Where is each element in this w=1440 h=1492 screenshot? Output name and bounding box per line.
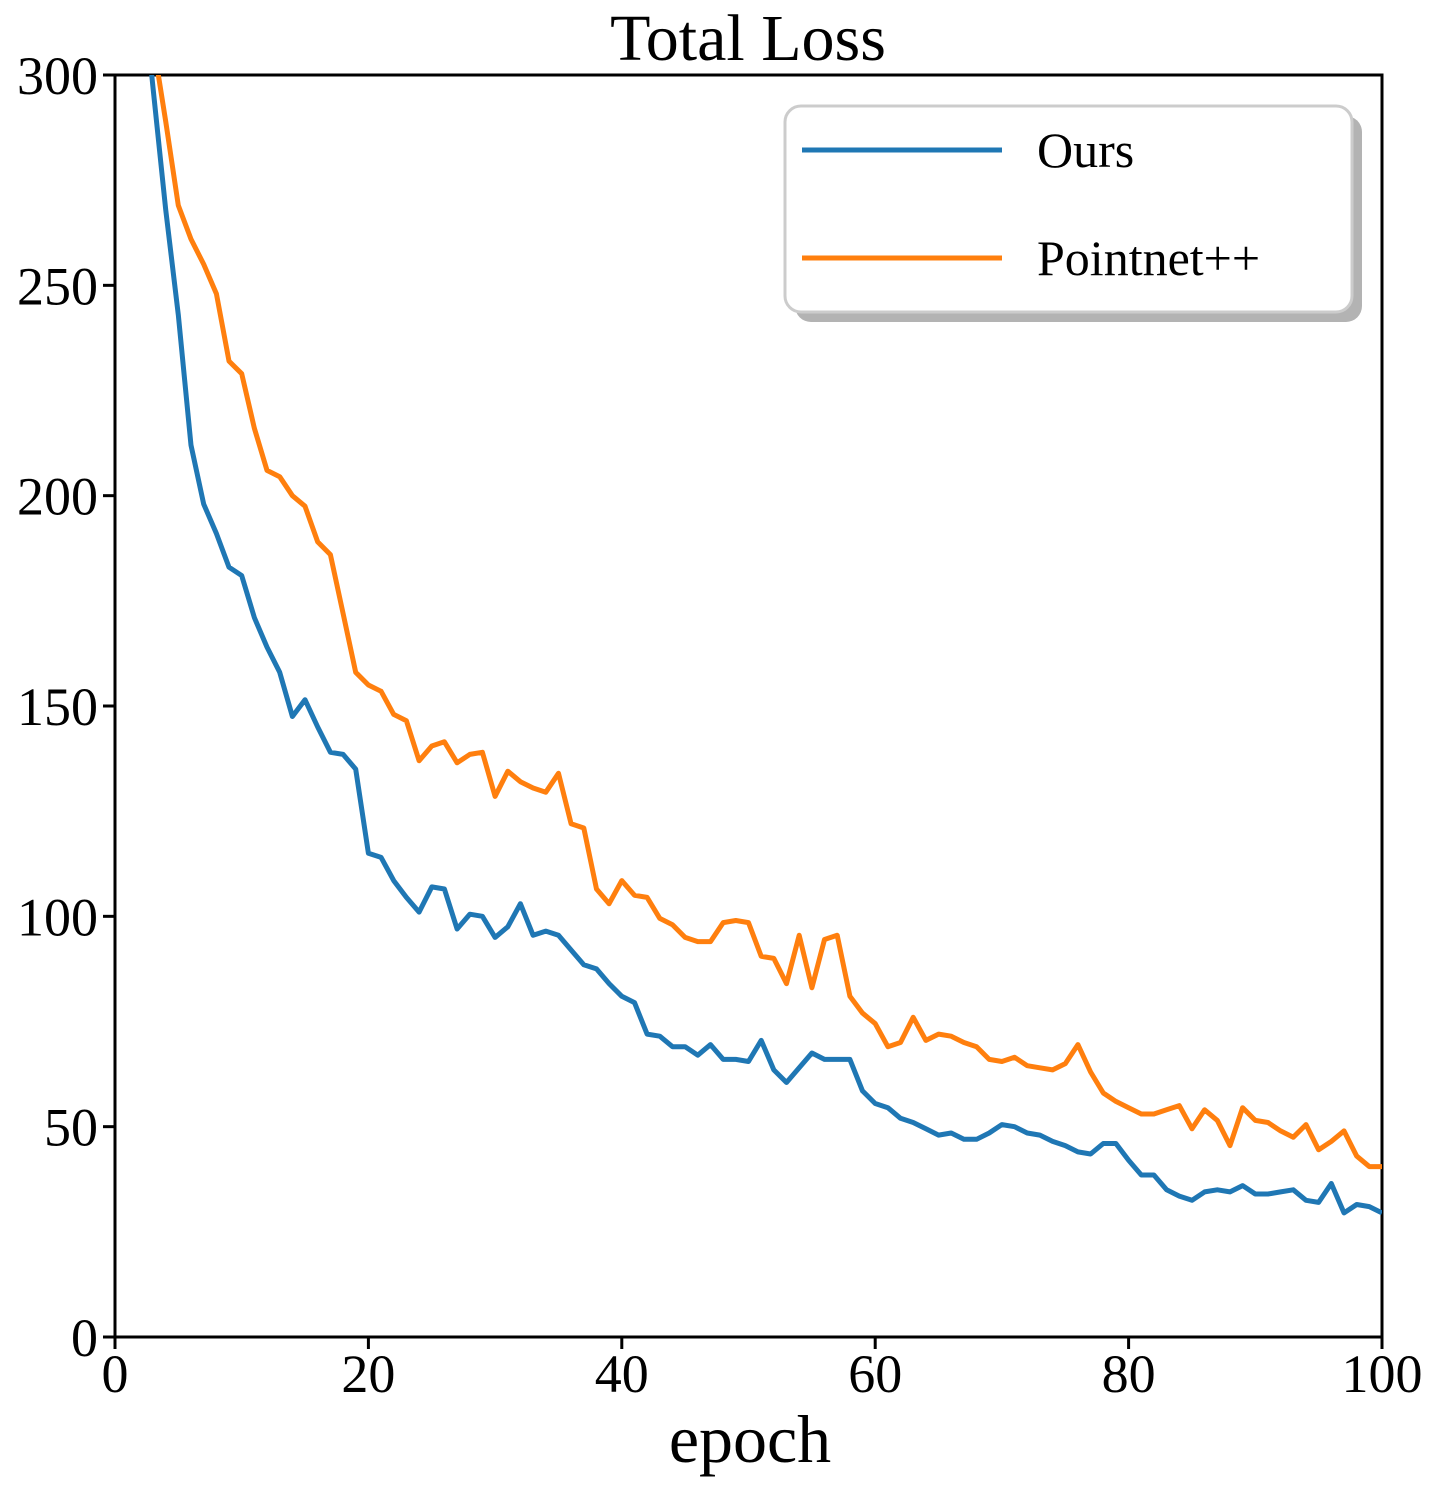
series-line-ours (149, 75, 1382, 1216)
series-line-pointnet- (155, 75, 1382, 1170)
series-lines (149, 75, 1382, 1216)
chart-title: Total Loss (610, 2, 886, 75)
x-tick-label: 0 (102, 1344, 129, 1404)
y-tick-label: 50 (44, 1098, 98, 1158)
axes: 0 20 40 60 80 100 0 50 100 150 200 250 300 (17, 46, 1423, 1404)
x-tick-label: 80 (1102, 1344, 1156, 1404)
y-tick-label: 200 (17, 467, 98, 527)
x-axis-label: epoch (669, 1401, 831, 1477)
x-tick-label: 60 (848, 1344, 902, 1404)
y-tick-label: 0 (71, 1308, 98, 1368)
x-tick-label: 20 (341, 1344, 395, 1404)
legend-label-pointnet: Pointnet++ (1037, 230, 1260, 286)
legend-label-ours: Ours (1037, 122, 1134, 178)
y-tick-label: 100 (17, 887, 98, 947)
y-tick-label: 300 (17, 46, 98, 106)
x-tick-label: 100 (1342, 1344, 1423, 1404)
y-tick-label: 250 (17, 256, 98, 316)
x-tick-label: 40 (595, 1344, 649, 1404)
legend: Ours Pointnet++ (783, 104, 1362, 322)
y-tick-label: 150 (17, 677, 98, 737)
